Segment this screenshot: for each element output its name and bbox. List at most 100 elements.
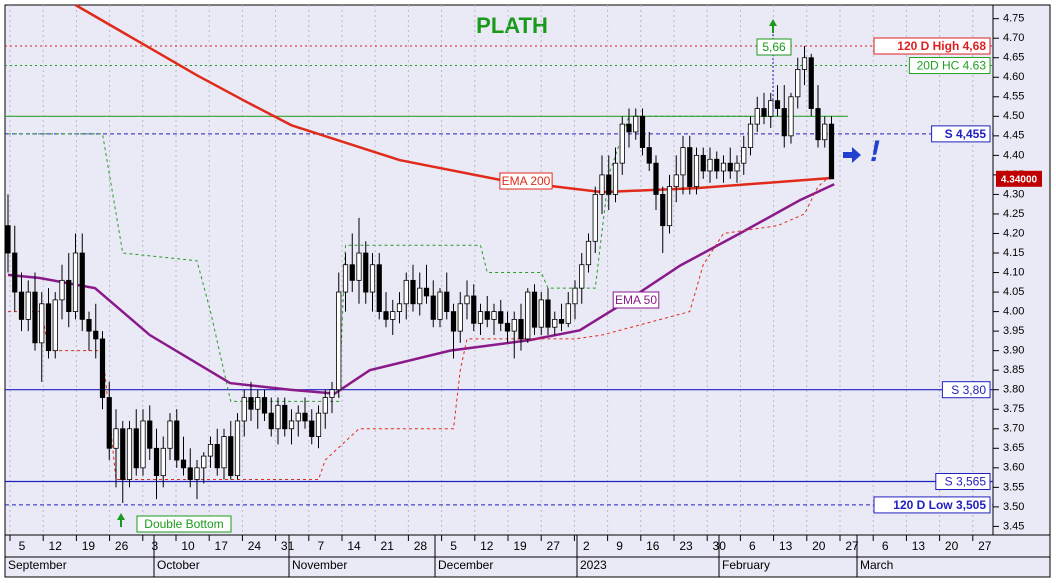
candle-body xyxy=(747,123,754,148)
level-label-box xyxy=(931,125,991,143)
candle-body xyxy=(646,147,652,164)
candle-body xyxy=(147,420,153,449)
candle-body xyxy=(315,412,322,437)
x-tick-label: 27 xyxy=(978,539,992,553)
candle-body xyxy=(25,291,31,320)
candle-body xyxy=(275,404,281,430)
y-tick-label: 4.10 xyxy=(1003,266,1024,278)
candle-body xyxy=(295,412,301,422)
candle-body xyxy=(336,291,342,391)
candle-body xyxy=(639,115,646,148)
candle-body xyxy=(228,436,234,477)
x-tick-label: 6 xyxy=(749,539,756,553)
candle-body xyxy=(403,279,409,305)
candle-body xyxy=(592,194,598,242)
candle-body xyxy=(160,447,166,477)
y-tick-label: 4.40 xyxy=(1003,149,1024,161)
y-tick-label: 4.65 xyxy=(1003,52,1024,64)
candle-body xyxy=(518,319,524,340)
candle-body xyxy=(606,174,612,195)
level-label-box xyxy=(873,37,991,55)
candle-body xyxy=(768,100,774,117)
signal-arrow xyxy=(843,147,861,163)
candle-body xyxy=(828,123,835,180)
candle-body xyxy=(329,389,335,398)
y-tick-label: 3.90 xyxy=(1003,345,1024,357)
y-tick-label: 4.00 xyxy=(1003,306,1024,318)
candle-body xyxy=(45,303,52,352)
candle-body xyxy=(390,311,396,320)
candle-body xyxy=(214,443,220,469)
candle-body xyxy=(477,311,484,324)
candle-body xyxy=(376,264,382,312)
level-label: 20D HC 4.63 xyxy=(917,59,987,73)
candle-body xyxy=(565,303,571,324)
candle-body xyxy=(194,467,200,480)
candle-body xyxy=(288,420,295,430)
candle-body xyxy=(815,108,821,141)
x-tick-label: 26 xyxy=(115,539,129,553)
x-tick-label: 16 xyxy=(646,539,660,553)
x-tick-label: 3 xyxy=(151,539,158,553)
candle-body xyxy=(788,96,794,137)
candle-body xyxy=(302,412,308,422)
x-tick-label: 10 xyxy=(181,539,195,553)
candle-body xyxy=(59,279,65,301)
candle-body xyxy=(430,295,436,320)
candle-body xyxy=(221,436,227,469)
candle-body xyxy=(93,330,99,340)
y-tick-label: 4.15 xyxy=(1003,247,1024,259)
price-label: 4.34000 xyxy=(1001,174,1038,185)
pattern-label-box xyxy=(136,515,232,533)
level-label: S 3,80 xyxy=(951,383,986,397)
candle-body xyxy=(113,428,119,449)
candle-body xyxy=(666,186,673,227)
y-tick-label: 4.60 xyxy=(1003,71,1024,83)
y-tick-label: 3.85 xyxy=(1003,364,1024,376)
x-tick-label: 23 xyxy=(679,539,693,553)
candle-body xyxy=(754,108,760,125)
y-tick-label: 3.75 xyxy=(1003,403,1024,415)
candle-body xyxy=(781,108,787,137)
month-label: 2023 xyxy=(580,558,607,572)
candle-body xyxy=(801,57,808,70)
candle-body xyxy=(498,311,504,324)
candle-body xyxy=(349,264,355,281)
candle-body xyxy=(322,397,328,414)
y-tick-label: 3.65 xyxy=(1003,442,1024,454)
x-tick-label: 27 xyxy=(845,539,859,553)
chart-title: PLATH xyxy=(476,13,548,38)
candle-body xyxy=(120,428,126,480)
candle-body xyxy=(653,162,659,195)
candle-body xyxy=(356,252,362,281)
x-tick-label: 17 xyxy=(215,539,229,553)
candle-body xyxy=(552,319,558,328)
line-label-box xyxy=(499,172,553,190)
trailing-stop-line xyxy=(8,174,832,481)
x-tick-label: 5 xyxy=(450,539,457,553)
candle-body xyxy=(450,311,457,332)
y-tick-label: 4.30 xyxy=(1003,188,1024,200)
candle-body xyxy=(396,303,403,312)
x-tick-label: 27 xyxy=(547,539,561,553)
candle-body xyxy=(18,291,25,320)
candle-body xyxy=(363,252,369,293)
candle-body xyxy=(342,264,349,293)
candle-body xyxy=(268,412,274,430)
up-arrow xyxy=(117,513,125,527)
level-label-box xyxy=(873,496,991,514)
candle-body xyxy=(558,319,565,324)
candle-body xyxy=(133,428,139,469)
line-label-box xyxy=(612,291,660,309)
candle-body xyxy=(106,397,112,449)
candle-body xyxy=(673,174,679,188)
candle-body xyxy=(410,279,416,305)
signal-label: ! xyxy=(870,135,880,168)
x-tick-label: 20 xyxy=(812,539,826,553)
candle-body xyxy=(66,279,72,312)
x-tick-label: 14 xyxy=(347,539,361,553)
candle-body xyxy=(52,299,58,352)
level-label: S 4,455 xyxy=(945,127,987,141)
candle-body xyxy=(282,404,288,430)
level-label: 120 D High 4,68 xyxy=(897,39,986,53)
